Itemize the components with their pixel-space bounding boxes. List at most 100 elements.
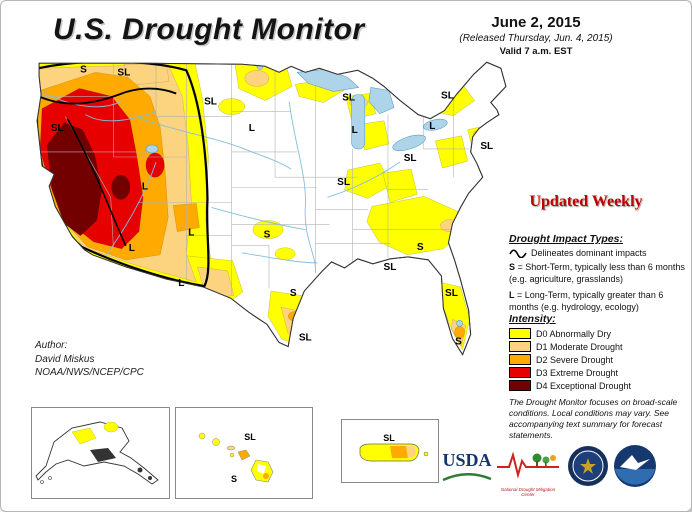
alaska-d0-patch	[71, 427, 97, 445]
impact-label-sl: SL	[299, 333, 312, 344]
legend-item-d2: D2 Severe Drought	[509, 354, 685, 365]
lake-ontario	[423, 118, 448, 131]
island-lanai	[229, 452, 235, 458]
impact-label-sl: SL	[404, 153, 417, 164]
impact-label-l: L	[129, 243, 135, 254]
heartbeat-line-icon	[497, 451, 559, 479]
impact-label-l: L	[142, 181, 148, 192]
impact-label-l: L	[249, 123, 255, 134]
impact-label-s: S	[290, 288, 297, 299]
aleutian-island	[40, 480, 44, 484]
impact-labels: S SL SL L L L L SL L S S SL SL L SL SL L SL SL S SL SL S	[51, 64, 493, 347]
legend-item-d4: D4 Exceptional Drought	[509, 380, 685, 391]
alaska-dark-region	[90, 448, 116, 462]
commerce-seal-logo	[568, 446, 608, 486]
usda-logo-swoosh-icon	[442, 473, 492, 482]
author-name: David Miskus	[35, 353, 95, 365]
page-title: U.S. Drought Monitor	[53, 13, 365, 46]
hawaii-impact-labels: SL S	[231, 432, 256, 484]
noaa-logo	[614, 445, 656, 487]
lake-okeechobee	[456, 320, 463, 327]
short-term-code: S	[509, 262, 516, 272]
delineates-text: Delineates dominant impacts	[531, 248, 647, 258]
us-outline	[36, 61, 507, 356]
island-maui	[237, 449, 251, 461]
ndmc-logo: National Drought Mitigation Center	[495, 447, 561, 498]
usda-logo-text: USDA	[442, 450, 492, 470]
long-term-text: = Long-Term, typically greater than 6 mo…	[509, 290, 664, 313]
sun-icon	[550, 455, 556, 461]
impact-label-s: S	[80, 64, 87, 75]
puerto-rico-d2-patch	[390, 446, 408, 458]
tree-icon	[532, 453, 542, 463]
island-oahu	[212, 438, 220, 446]
valid-time: Valid 7 a.m. EST	[499, 46, 573, 57]
intensity-legend: Intensity: D0 Abnormally Dry D1 Moderate…	[509, 313, 685, 393]
island-vieques	[423, 451, 429, 457]
short-term-text: = Short-Term, typically less than 6 mont…	[509, 262, 685, 284]
hawaii-inset-map: SL S	[175, 407, 313, 499]
alaska-inset-map	[31, 407, 170, 499]
puerto-rico-d1-patch	[406, 446, 416, 458]
legend-label-d0: D0 Abnormally Dry	[536, 328, 612, 339]
legend-label-d4: D4 Exceptional Drought	[536, 380, 632, 391]
long-term-code: L	[509, 290, 515, 301]
impact-label-sl: SL	[337, 177, 350, 188]
impact-label-s: S	[417, 242, 424, 253]
impact-label-s: S	[264, 230, 271, 241]
legend-label-d1: D1 Moderate Drought	[536, 341, 623, 352]
disclaimer-text: The Drought Monitor focuses on broad-sca…	[509, 397, 678, 441]
legend-item-d3: D3 Extreme Drought	[509, 367, 685, 378]
ndmc-logo-caption: National Drought Mitigation Center	[500, 487, 556, 498]
legend-swatch-d3	[509, 367, 531, 378]
tree-trunk	[536, 461, 538, 466]
intensity-heading: Intensity:	[509, 313, 556, 325]
legend-label-d2: D2 Severe Drought	[536, 354, 614, 365]
updated-weekly-note: Updated Weekly	[529, 193, 643, 210]
impact-types-panel: Drought Impact Types: Delineates dominan…	[509, 233, 685, 319]
date-block: June 2, 2015 (Released Thursday, Jun. 4,…	[429, 14, 643, 57]
impact-label-sl: SL	[117, 67, 130, 78]
alaska-dark-region	[148, 476, 152, 480]
impact-label-sl: SL	[383, 433, 395, 443]
impact-label-sl: SL	[441, 91, 454, 102]
legend-swatch-d1	[509, 341, 531, 352]
impact-label-l: L	[352, 125, 358, 136]
impact-label-sl: SL	[204, 97, 217, 108]
impact-label-sl: SL	[445, 288, 458, 299]
impact-label-sl: SL	[480, 141, 493, 152]
lake-michigan	[351, 94, 366, 150]
short-term-definition: S = Short-Term, typically less than 6 mo…	[509, 262, 685, 285]
impact-label-sl: SL	[244, 432, 256, 442]
aleutian-island	[48, 476, 52, 480]
state-borders	[37, 63, 469, 295]
puerto-rico-impact-labels: SL	[383, 433, 395, 443]
island-molokai	[226, 445, 236, 451]
impact-label-sl: SL	[384, 262, 397, 273]
usda-logo: USDA	[439, 451, 495, 487]
long-term-definition: L = Long-Term, typically greater than 6 …	[509, 290, 685, 313]
legend-label-d3: D3 Extreme Drought	[536, 367, 619, 378]
impact-label-s: S	[231, 474, 237, 484]
delineation-squiggle-icon	[509, 249, 527, 258]
seal-emblem	[580, 458, 596, 474]
noaa-seagull-icon	[620, 455, 650, 470]
island-kauai	[198, 432, 206, 440]
legend-swatch-d4	[509, 380, 531, 391]
legend-item-d1: D1 Moderate Drought	[509, 341, 685, 352]
impact-label-sl: SL	[51, 123, 64, 134]
impact-label-l: L	[178, 278, 184, 289]
legend-swatch-d2	[509, 354, 531, 365]
report-date: June 2, 2015	[491, 14, 581, 31]
noaa-sea	[615, 469, 655, 485]
author-block: Author: David Miskus NOAA/NWS/NCEP/CPC	[35, 339, 144, 380]
us-drought-map: S SL SL L L L L SL L S S SL SL L SL SL L SL SL S SL SL S	[36, 61, 507, 356]
legend-item-d0: D0 Abnormally Dry	[509, 328, 685, 339]
drought-layer-d4	[47, 122, 131, 236]
release-date: (Released Thursday, Jun. 4, 2015)	[459, 33, 613, 44]
impact-label-sl: SL	[342, 93, 355, 104]
great-salt-lake	[145, 144, 159, 154]
author-label: Author:	[35, 340, 68, 351]
tree-icon	[542, 456, 550, 464]
author-org: NOAA/NWS/NCEP/CPC	[35, 367, 144, 378]
